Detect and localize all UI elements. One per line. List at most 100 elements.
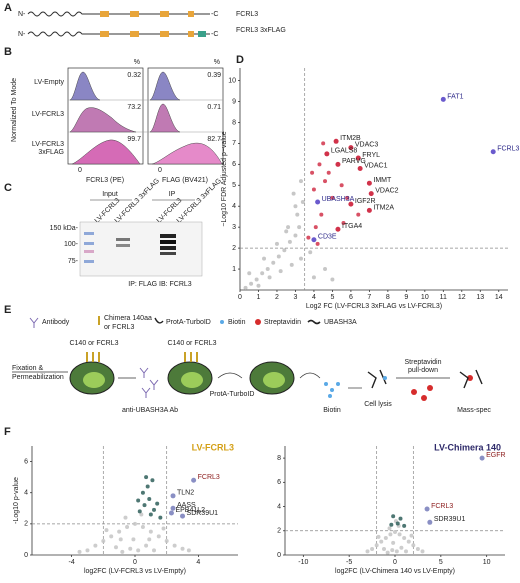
step-label: Permeabilization bbox=[12, 374, 64, 381]
background-point bbox=[293, 204, 298, 209]
point-label: CD3E bbox=[318, 234, 337, 241]
significant-point bbox=[148, 512, 153, 517]
marker-label: 100- bbox=[64, 241, 79, 248]
background-point bbox=[382, 546, 386, 551]
panel-letter: C bbox=[4, 182, 12, 194]
x-tick-label: -10 bbox=[298, 559, 308, 566]
y-tick-label: 6 bbox=[232, 161, 236, 168]
significant-point bbox=[321, 141, 326, 146]
streptavidin bbox=[411, 389, 417, 395]
labeled-point bbox=[170, 493, 176, 499]
background-point bbox=[144, 543, 149, 548]
flag-tag bbox=[198, 31, 206, 37]
background-point bbox=[262, 256, 267, 261]
significant-point bbox=[140, 490, 145, 495]
labeled-point bbox=[348, 201, 354, 207]
background-point bbox=[274, 241, 279, 246]
ubash3a-icon bbox=[307, 319, 321, 325]
significant-point bbox=[147, 496, 152, 501]
percent: 99.7 bbox=[127, 136, 141, 143]
point-label: UBASH3A bbox=[322, 196, 355, 203]
y-tick-label: 2 bbox=[232, 245, 236, 252]
background-point bbox=[411, 543, 416, 548]
significant-point bbox=[317, 162, 322, 167]
point-label: FCRL3 bbox=[497, 146, 519, 153]
labeled-point bbox=[168, 510, 174, 516]
percent: 0.71 bbox=[207, 104, 221, 111]
background-point bbox=[93, 543, 98, 548]
background-point bbox=[388, 532, 393, 537]
labeled-point bbox=[170, 505, 176, 511]
labeled-point bbox=[357, 166, 363, 172]
row-label: LV-FCRL3 bbox=[32, 111, 64, 118]
labeled-point bbox=[335, 226, 341, 232]
background-point bbox=[180, 546, 185, 551]
biotin bbox=[330, 388, 334, 392]
panel-letter: D bbox=[236, 54, 244, 66]
background-point bbox=[254, 277, 259, 282]
point-label: IMMT bbox=[373, 177, 392, 184]
point-label: VDAC2 bbox=[375, 188, 398, 195]
x-axis-label: FLAG (BV421) bbox=[162, 177, 208, 184]
significant-point bbox=[330, 195, 335, 200]
legend-text: or FCRL3 bbox=[104, 324, 134, 331]
background-point bbox=[391, 540, 396, 545]
significant-point bbox=[142, 503, 147, 508]
domain bbox=[160, 11, 169, 17]
background-point bbox=[243, 285, 248, 290]
domain bbox=[188, 31, 194, 37]
step-label: anti-UBASH3A Ab bbox=[122, 407, 178, 414]
scatter-plot: -10 -5 0 5 10 0 2 4 6 8 log2FC (LV-Chimera 140 vs … bbox=[277, 442, 505, 574]
y-tick-label: 10 bbox=[228, 77, 236, 84]
labeled-point bbox=[490, 149, 496, 155]
percent: 82.7 bbox=[207, 136, 221, 143]
y-tick-label: 4 bbox=[24, 490, 28, 497]
significant-point bbox=[339, 183, 344, 188]
legend-text: UBASH3A bbox=[324, 319, 357, 326]
c-term: -C bbox=[211, 31, 218, 38]
background-point bbox=[420, 549, 425, 554]
background-point bbox=[123, 515, 128, 520]
y-tick-label: 4 bbox=[277, 503, 281, 510]
significant-point bbox=[136, 498, 141, 503]
streptavidin bbox=[421, 395, 427, 401]
background-point bbox=[147, 537, 152, 542]
histogram bbox=[69, 107, 137, 133]
significant-point bbox=[345, 195, 350, 200]
legend-text: Streptavidin bbox=[264, 319, 301, 326]
background-point bbox=[300, 200, 305, 205]
labeled-point bbox=[348, 145, 354, 151]
lysate bbox=[367, 369, 387, 389]
row-label: 3xFLAG bbox=[38, 149, 64, 156]
marker-label: 150 kDa- bbox=[50, 225, 79, 232]
background-point bbox=[131, 537, 136, 542]
significant-point bbox=[144, 475, 149, 480]
percent-header: % bbox=[214, 59, 220, 66]
x-axis-label: Log2 FC (LV-FCRL3 3xFLAG vs LV-FCRL3) bbox=[306, 303, 442, 310]
background-point bbox=[104, 528, 109, 533]
band bbox=[160, 252, 176, 255]
labeled-point bbox=[335, 161, 341, 167]
c-term: -C bbox=[211, 11, 218, 18]
ladder-band bbox=[84, 242, 94, 245]
background-point bbox=[128, 546, 133, 551]
labeled-point bbox=[311, 237, 317, 243]
biotin bbox=[383, 376, 387, 380]
background-point bbox=[379, 539, 384, 544]
y-tick-label: 3 bbox=[232, 224, 236, 231]
chimera bbox=[196, 352, 198, 362]
percent: 0.32 bbox=[127, 72, 141, 79]
nucleus bbox=[263, 372, 285, 388]
pulled-down bbox=[459, 369, 483, 389]
background-point bbox=[287, 239, 292, 244]
background-point bbox=[323, 267, 328, 272]
significant-point bbox=[356, 212, 361, 217]
percent-header: % bbox=[134, 59, 140, 66]
background-point bbox=[370, 546, 375, 551]
y-tick-label: 6 bbox=[24, 458, 28, 465]
band bbox=[116, 244, 130, 247]
y-tick-label: 2 bbox=[24, 521, 28, 528]
y-tick-label: 6 bbox=[277, 479, 281, 486]
background-point bbox=[133, 521, 137, 526]
significant-point bbox=[326, 170, 331, 175]
